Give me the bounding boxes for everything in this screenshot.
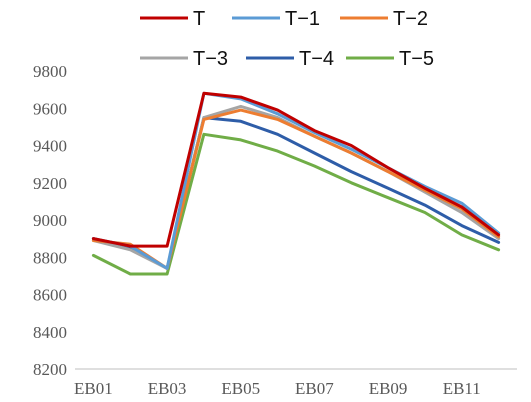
series-lines: [91, 91, 501, 276]
legend: T T−1 T−2 T−3 T−4 T−5: [140, 8, 434, 70]
legend-label: T−4: [299, 48, 334, 70]
legend-item: T−4: [246, 48, 334, 70]
x-tick-label: EB03: [148, 379, 187, 398]
y-tick-label: 8400: [33, 323, 67, 342]
y-axis-ticks: 8200 8400 8600 8800 9000 9200 9400 9600 9800: [33, 62, 67, 379]
series-line-0: [91, 91, 501, 248]
x-tick-label: EB01: [74, 379, 113, 398]
series-line-3: [91, 104, 501, 270]
legend-item: T−5: [346, 48, 434, 70]
legend-label: T: [193, 8, 205, 30]
y-tick-label: 8800: [33, 248, 67, 267]
x-tick-label: EB09: [369, 379, 408, 398]
legend-item: T−1: [232, 8, 320, 30]
x-axis-ticks: EB01 EB03 EB05 EB07 EB09 EB11: [74, 379, 481, 398]
legend-label: T−5: [399, 48, 434, 70]
legend-item: T−3: [140, 48, 228, 70]
y-tick-label: 9000: [33, 211, 67, 230]
legend-label: T−2: [393, 8, 428, 30]
x-tick-label: EB05: [221, 379, 260, 398]
plot-area: 8200 8400 8600 8800 9000 9200 9400 9600 9800 EB0…: [33, 62, 517, 398]
y-tick-label: 9400: [33, 137, 67, 156]
legend-item: T−2: [340, 8, 428, 30]
y-tick-label: 9600: [33, 99, 67, 118]
legend-label: T−3: [193, 48, 228, 70]
x-tick-label: EB07: [295, 379, 334, 398]
series-line-1: [91, 91, 501, 270]
legend-item: T: [140, 8, 205, 30]
y-tick-label: 8200: [33, 360, 67, 379]
x-tick-label: EB11: [443, 379, 481, 398]
y-tick-label: 8600: [33, 286, 67, 305]
y-tick-label: 9200: [33, 174, 67, 193]
series-line-5: [91, 132, 501, 276]
y-tick-label: 9800: [33, 62, 67, 81]
legend-label: T−1: [285, 8, 320, 30]
